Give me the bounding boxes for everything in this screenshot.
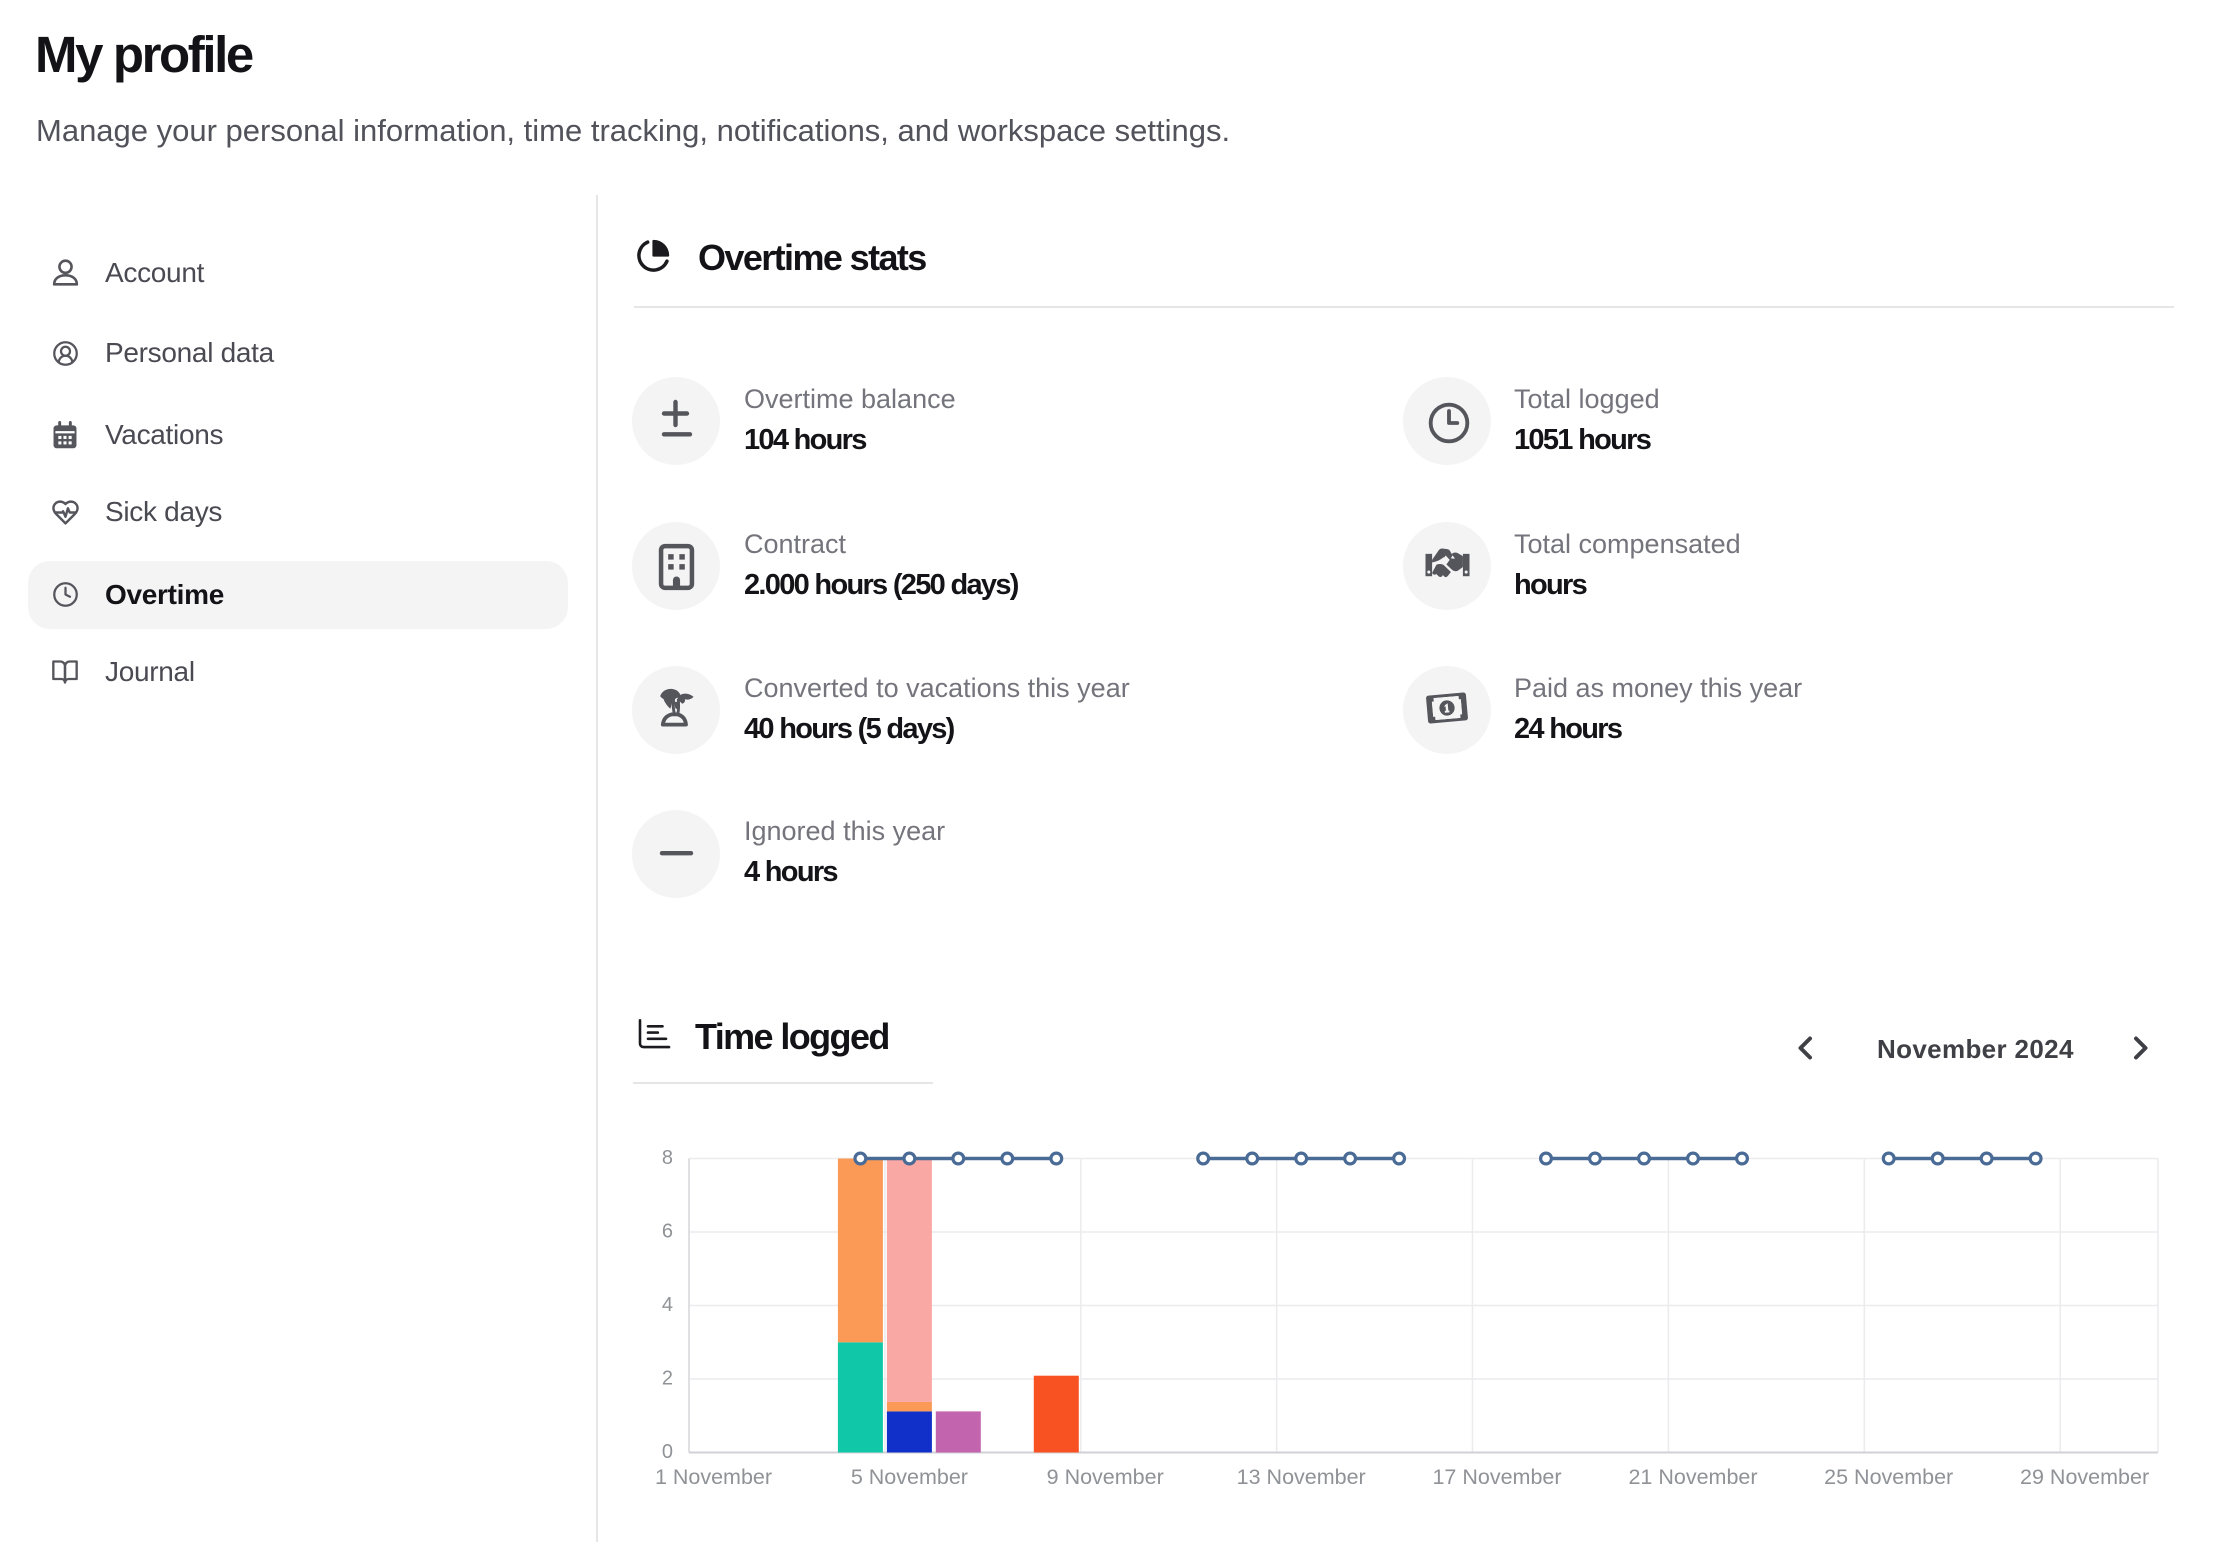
svg-text:6: 6 [662,1221,673,1243]
svg-text:21 November: 21 November [1628,1465,1757,1489]
svg-text:0: 0 [662,1441,673,1463]
svg-text:5 November: 5 November [851,1465,968,1489]
svg-text:29 November: 29 November [2020,1465,2149,1489]
svg-text:1 November: 1 November [655,1465,772,1489]
svg-text:9 November: 9 November [1047,1465,1164,1489]
svg-text:4: 4 [662,1294,673,1316]
svg-text:2: 2 [662,1368,673,1390]
svg-text:8: 8 [662,1147,673,1169]
svg-text:25 November: 25 November [1824,1465,1953,1489]
svg-text:13 November: 13 November [1237,1465,1366,1489]
svg-text:17 November: 17 November [1432,1465,1561,1489]
